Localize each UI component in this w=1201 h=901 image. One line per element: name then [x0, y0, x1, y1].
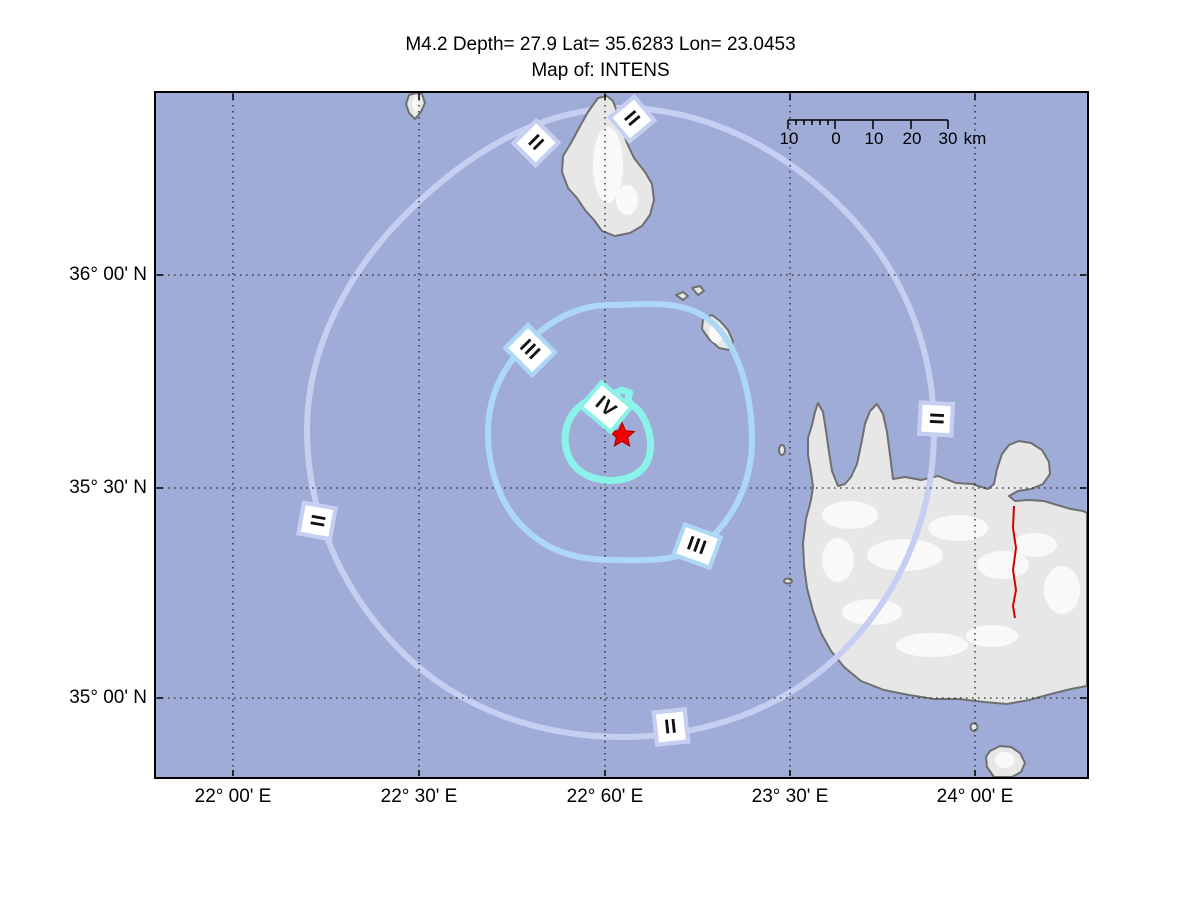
landmass-crete-group	[778, 402, 1087, 777]
lat-label-35-00: 35° 00' N	[69, 687, 147, 708]
lat-label-35-30: 35° 30' N	[69, 477, 147, 498]
scale-unit-label: km	[964, 129, 987, 148]
contour-intensity-iv	[561, 386, 655, 484]
graticule-gridlines	[156, 93, 1087, 777]
lon-label-22-30: 22° 30' E	[380, 786, 458, 807]
scale-tick-label: 0	[831, 129, 840, 148]
contour-label-ii-left: II	[296, 500, 338, 542]
crete-terrain-highlights	[822, 501, 1080, 768]
islet-small-2	[691, 285, 705, 296]
islet-west-crete	[778, 444, 786, 456]
scale-bar-labels: 10 0 10 20 30 km	[780, 129, 987, 148]
red-marker-line	[1011, 505, 1018, 619]
scale-tick-label: 10	[865, 129, 884, 148]
contour-intensity-ii	[304, 105, 937, 740]
lon-label-22-00: 22° 00' E	[194, 786, 272, 807]
scale-tick-label: 10	[780, 129, 799, 148]
lon-label-22-60: 22° 60' E	[566, 786, 644, 807]
lat-label-36-00: 36° 00' N	[69, 264, 147, 285]
lon-label-24-00: 24° 00' E	[936, 786, 1014, 807]
islet-south	[969, 722, 979, 732]
contour-intensity-iii	[485, 300, 755, 564]
scale-bar	[787, 119, 949, 129]
lon-label-23-30: 23° 30' E	[751, 786, 829, 807]
scale-tick-label: 30	[939, 129, 958, 148]
frame-ticks	[157, 94, 1086, 776]
scale-tick-label: 20	[903, 129, 922, 148]
figure-title-event-info: M4.2 Depth= 27.9 Lat= 35.6283 Lon= 23.04…	[405, 34, 796, 55]
contour-label-ii-right: II	[917, 400, 955, 438]
contour-label-ii-bottom: II	[651, 707, 691, 747]
islet-small-1	[675, 291, 689, 301]
figure-title-map-type: Map of: INTENS	[531, 60, 670, 81]
islet-southwest-crete	[783, 577, 793, 585]
landmass-crete	[802, 402, 1087, 705]
map-plot-area: 10 0 10 20 30 km II II II II II III III …	[154, 91, 1089, 779]
island-terrain-highlights	[412, 97, 723, 343]
